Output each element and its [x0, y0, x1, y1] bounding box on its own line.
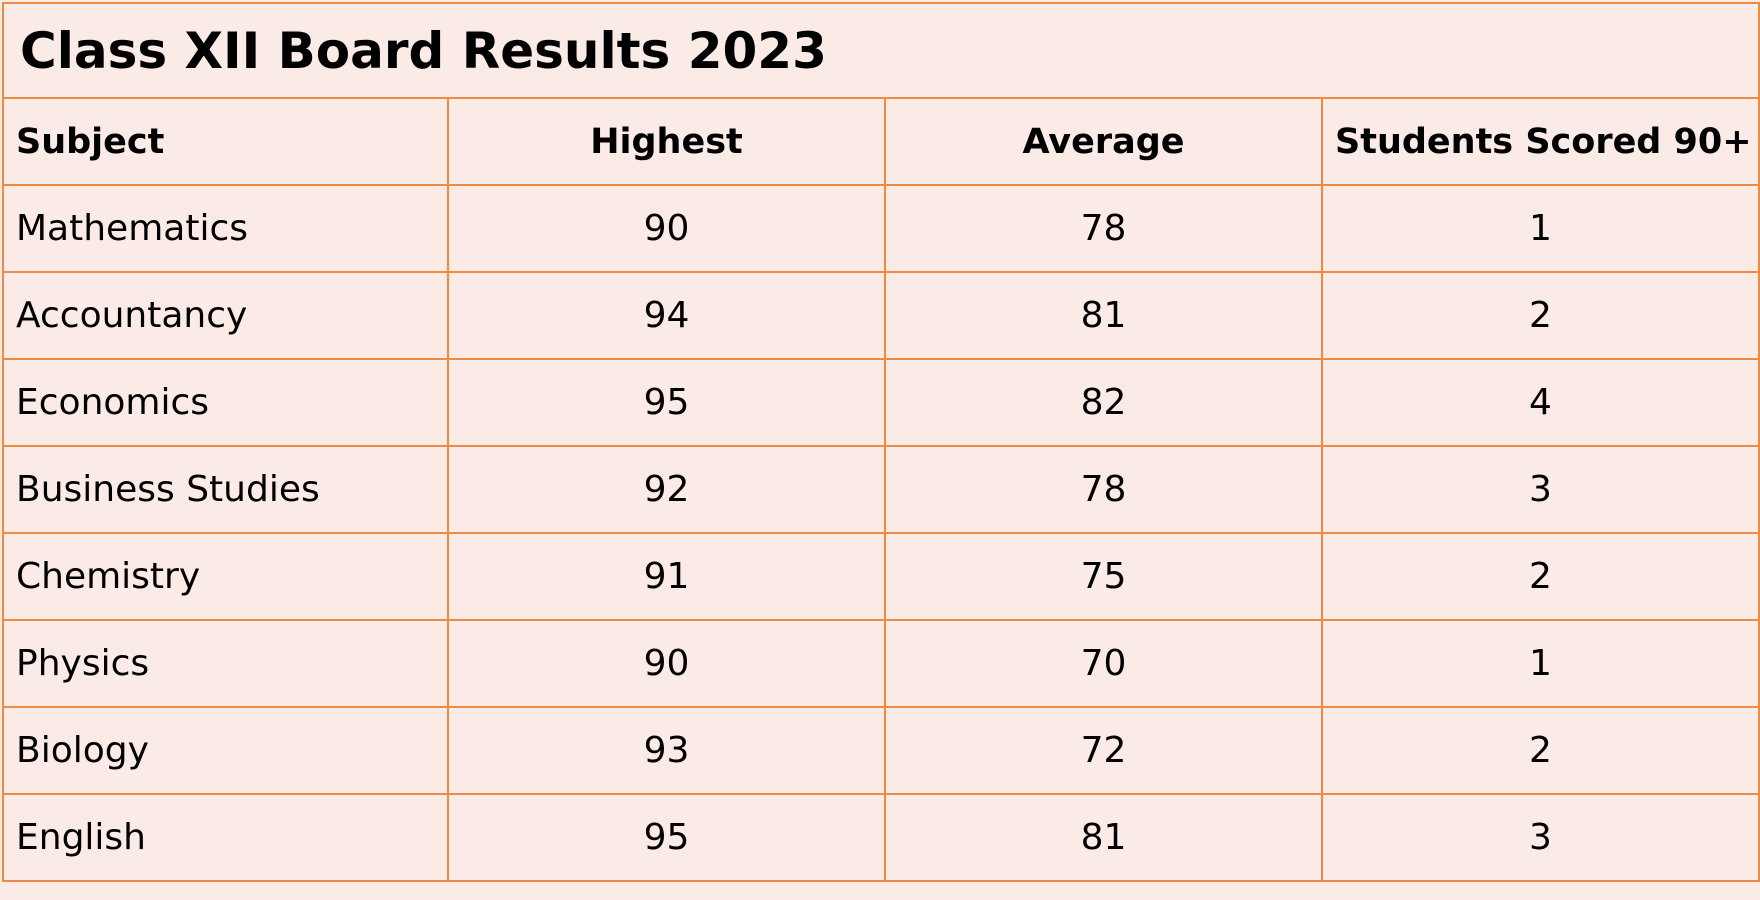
column-header: Average [884, 97, 1323, 186]
table-row: English 95 81 3 [2, 793, 1760, 882]
value-cell: 95 [447, 793, 886, 882]
value-cell: 1 [1321, 184, 1760, 273]
value-cell: 72 [884, 706, 1323, 795]
subject-cell: Physics [2, 619, 449, 708]
value-cell: 95 [447, 358, 886, 447]
title-row: Class XII Board Results 2023 [2, 2, 1760, 99]
table-row: Accountancy 94 81 2 [2, 271, 1760, 360]
value-cell: 78 [884, 184, 1323, 273]
value-cell: 93 [447, 706, 886, 795]
subject-cell: Biology [2, 706, 449, 795]
value-cell: 2 [1321, 532, 1760, 621]
table-container: Class XII Board Results 2023 Subject High… [2, 2, 1760, 882]
value-cell: 94 [447, 271, 886, 360]
value-cell: 78 [884, 445, 1323, 534]
value-cell: 2 [1321, 271, 1760, 360]
value-cell: 3 [1321, 793, 1760, 882]
subject-cell: Chemistry [2, 532, 449, 621]
table-row: Business Studies 92 78 3 [2, 445, 1760, 534]
value-cell: 70 [884, 619, 1323, 708]
column-header: Students Scored 90+ [1321, 97, 1760, 186]
value-cell: 1 [1321, 619, 1760, 708]
value-cell: 75 [884, 532, 1323, 621]
value-cell: 3 [1321, 445, 1760, 534]
value-cell: 82 [884, 358, 1323, 447]
value-cell: 91 [447, 532, 886, 621]
value-cell: 90 [447, 619, 886, 708]
value-cell: 81 [884, 271, 1323, 360]
subject-cell: Economics [2, 358, 449, 447]
table-row: Economics 95 82 4 [2, 358, 1760, 447]
column-header: Highest [447, 97, 886, 186]
table-row: Biology 93 72 2 [2, 706, 1760, 795]
value-cell: 90 [447, 184, 886, 273]
subject-cell: Business Studies [2, 445, 449, 534]
subject-cell: Mathematics [2, 184, 449, 273]
column-header: Subject [2, 97, 449, 186]
subject-cell: Accountancy [2, 271, 449, 360]
value-cell: 2 [1321, 706, 1760, 795]
value-cell: 81 [884, 793, 1323, 882]
value-cell: 92 [447, 445, 886, 534]
table-title: Class XII Board Results 2023 [2, 2, 1760, 99]
table-row: Mathematics 90 78 1 [2, 184, 1760, 273]
results-table: Class XII Board Results 2023 Subject High… [2, 2, 1760, 882]
value-cell: 4 [1321, 358, 1760, 447]
header-row: Subject Highest Average Students Scored 90+ [2, 97, 1760, 186]
table-body: Mathematics 90 78 1 Accountancy 94 81 2 Economic… [2, 184, 1760, 882]
table-row: Chemistry 91 75 2 [2, 532, 1760, 621]
subject-cell: English [2, 793, 449, 882]
table-row: Physics 90 70 1 [2, 619, 1760, 708]
